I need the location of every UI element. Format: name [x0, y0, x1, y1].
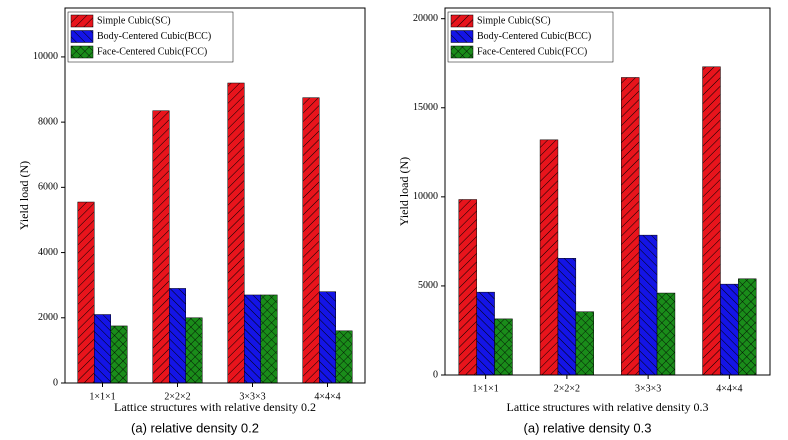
bar-hatch — [557, 258, 577, 376]
y-tick-label: 10000 — [33, 51, 58, 62]
x-tick-label: 1×1×1 — [89, 391, 115, 402]
x-tick-label: 3×3×3 — [239, 391, 265, 402]
bar-hatch — [227, 82, 245, 384]
bar-hatch — [335, 330, 353, 384]
bar-hatch — [621, 77, 640, 376]
bar-hatch — [110, 325, 128, 384]
legend-swatch-hatch — [450, 45, 474, 59]
x-tick-label: 1×1×1 — [472, 383, 498, 394]
legend-swatch-hatch — [70, 30, 94, 43]
axes-frame — [444, 7, 771, 376]
axes-frame — [64, 7, 366, 384]
legend-label: Simple Cubic(SC) — [477, 15, 551, 26]
y-axis-label: Yield load (N) — [17, 161, 31, 230]
legend-box — [67, 11, 234, 63]
bar-hatch — [738, 278, 757, 376]
y-axis-label: Yield load (N) — [397, 157, 411, 226]
bar-hatch — [169, 288, 186, 384]
bar-hatch — [575, 311, 594, 376]
y-tick-label: 15000 — [413, 102, 438, 113]
legend-swatch-hatch — [450, 14, 474, 28]
y-tick-label: 8000 — [38, 116, 58, 127]
y-tick-label: 20000 — [413, 13, 438, 24]
bar-hatch — [476, 291, 495, 376]
x-tick-label: 2×2×2 — [554, 383, 580, 394]
y-tick-label: 5000 — [418, 280, 438, 291]
legend-label: Body-Centered Cubic(BCC) — [97, 31, 211, 42]
y-tick-label: 0 — [433, 369, 438, 380]
legend-swatch-hatch — [450, 30, 474, 43]
y-tick-label: 2000 — [38, 312, 58, 323]
bar-hatch — [77, 201, 95, 384]
legend-swatch-hatch — [70, 14, 94, 28]
legend-label: Body-Centered Cubic(BCC) — [477, 31, 591, 42]
bar-hatch — [458, 199, 477, 376]
bar-hatch — [539, 139, 559, 376]
bar-hatch — [319, 291, 336, 384]
caption: (a) relative density 0.3 — [524, 420, 652, 435]
bar-hatch — [494, 318, 513, 376]
bar-hatch — [244, 294, 261, 384]
bar-hatch — [638, 234, 658, 376]
x-tick-label: 4×4×4 — [716, 383, 742, 394]
x-axis-label: Lattice structures with relative density… — [507, 400, 709, 414]
y-tick-label: 6000 — [38, 182, 58, 193]
legend-label: Face-Centered Cubic(FCC) — [477, 46, 587, 57]
y-tick-label: 0 — [53, 377, 58, 388]
x-tick-label: 3×3×3 — [635, 383, 661, 394]
x-tick-label: 2×2×2 — [164, 391, 190, 402]
bar-hatch — [720, 283, 739, 376]
bar-hatch — [702, 66, 721, 376]
bar-hatch — [152, 110, 170, 384]
bar-hatch — [185, 317, 203, 384]
x-tick-label: 4×4×4 — [314, 391, 340, 402]
bar-hatch — [656, 292, 676, 376]
y-tick-label: 10000 — [413, 191, 438, 202]
y-tick-label: 4000 — [38, 247, 58, 258]
bar-hatch — [94, 314, 111, 384]
legend-label: Simple Cubic(SC) — [97, 15, 171, 26]
legend-label: Face-Centered Cubic(FCC) — [97, 46, 207, 57]
x-axis-label: Lattice structures with relative density… — [114, 400, 316, 414]
caption: (a) relative density 0.2 — [131, 420, 259, 435]
bar-hatch — [260, 294, 278, 384]
bar-hatch — [302, 97, 320, 384]
legend-box — [447, 11, 614, 63]
legend-swatch-hatch — [70, 45, 94, 59]
